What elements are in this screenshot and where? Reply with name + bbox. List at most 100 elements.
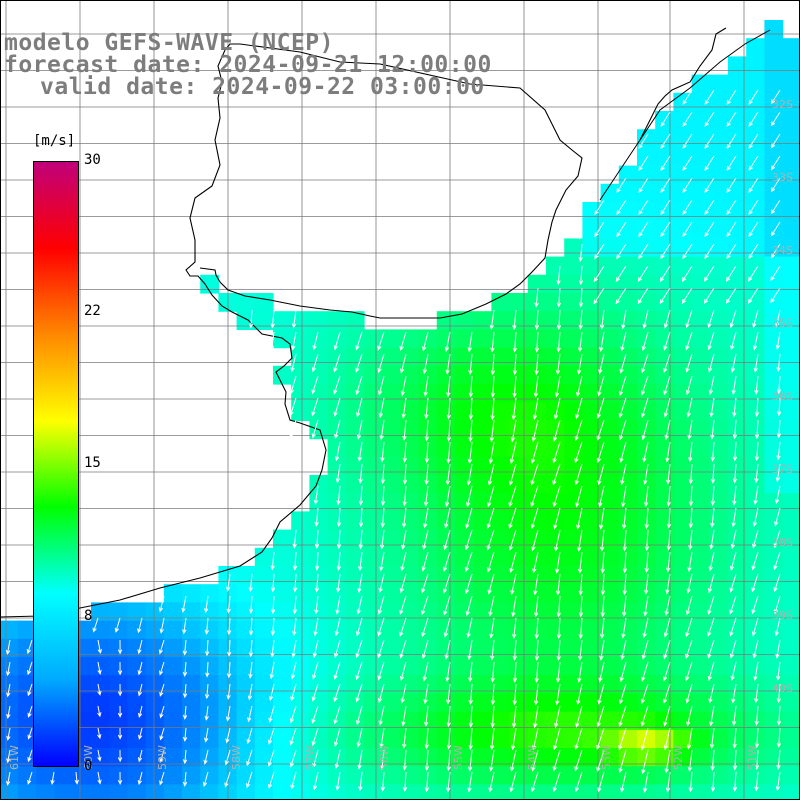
- wind-arrow: [618, 727, 627, 751]
- wind-arrow: [291, 309, 297, 329]
- field-cell: [327, 456, 347, 476]
- field-cell: [418, 729, 438, 749]
- wind-arrow: [754, 771, 759, 792]
- field-cell: [400, 766, 420, 785]
- wind-arrow: [554, 705, 561, 729]
- field-cell: [455, 766, 474, 785]
- wind-arrow: [685, 639, 693, 659]
- wind-arrow: [619, 683, 627, 705]
- wind-arrow: [333, 397, 341, 417]
- field-cell: [709, 74, 729, 94]
- field-cell: [764, 256, 784, 276]
- wind-arrow: [754, 705, 759, 727]
- field-cell: [691, 256, 711, 276]
- wind-arrow: [729, 595, 737, 615]
- field-cell: [473, 420, 492, 440]
- field-cell: [564, 420, 583, 440]
- wind-arrow: [488, 771, 495, 793]
- field-cell: [473, 693, 492, 713]
- field-cell: [327, 529, 347, 549]
- field-cell: [527, 529, 547, 549]
- wind-arrow: [6, 661, 11, 677]
- field-cell: [200, 638, 219, 658]
- field-cell: [618, 566, 638, 585]
- field-cell: [182, 602, 201, 622]
- wind-arrow: [511, 595, 517, 618]
- wind-arrow: [399, 573, 407, 594]
- field-cell: [582, 293, 602, 312]
- wind-arrow: [446, 727, 452, 750]
- field-cell: [728, 547, 747, 567]
- field-cell: [145, 766, 165, 785]
- field-cell: [236, 584, 256, 603]
- wind-arrow: [593, 287, 605, 305]
- wind-arrow: [334, 727, 341, 747]
- field-cell: [418, 547, 438, 567]
- field-cell: [709, 675, 729, 694]
- field-cell: [382, 456, 401, 476]
- field-cell: [309, 657, 329, 676]
- wind-arrow: [596, 419, 605, 441]
- field-cell: [782, 456, 800, 476]
- wind-arrow: [732, 397, 737, 418]
- field-cell: [655, 657, 674, 676]
- field-cell: [637, 384, 656, 403]
- wind-arrow: [292, 617, 297, 637]
- wind-arrow: [599, 507, 605, 530]
- wind-arrow: [642, 309, 649, 330]
- wind-arrow: [703, 265, 715, 282]
- wind-arrow: [490, 375, 496, 398]
- field-cell: [600, 529, 620, 549]
- field-cell: [145, 675, 165, 694]
- field-cell: [782, 729, 800, 749]
- field-cell: [436, 511, 456, 531]
- wind-arrow: [748, 89, 759, 105]
- wind-arrow: [356, 419, 363, 440]
- wind-arrow: [638, 177, 649, 193]
- field-cell: [527, 675, 547, 694]
- field-cell: [691, 493, 711, 512]
- field-cell: [473, 493, 492, 512]
- wind-arrow: [682, 133, 693, 149]
- field-cell: [382, 566, 401, 585]
- wind-arrow: [730, 331, 737, 351]
- field-cell: [382, 402, 401, 421]
- field-cell: [709, 602, 729, 622]
- field-cell: [400, 566, 420, 585]
- wind-arrow: [641, 639, 649, 660]
- field-cell: [491, 566, 511, 585]
- field-cell: [72, 784, 92, 800]
- wind-arrow: [226, 683, 231, 700]
- wind-arrow: [754, 441, 760, 462]
- field-cell: [509, 402, 529, 421]
- field-cell: [764, 493, 784, 512]
- field-cell: [691, 202, 711, 221]
- valid-date: valid date: 2024-09-22 03:00:00: [40, 74, 485, 100]
- field-cell: [728, 657, 747, 676]
- field-cell: [382, 384, 401, 403]
- field-cell: [327, 311, 347, 330]
- wind-arrow: [422, 353, 429, 375]
- wind-arrow: [704, 177, 715, 193]
- wind-arrow: [423, 485, 429, 507]
- field-cell: [655, 311, 674, 330]
- wind-arrow: [664, 749, 671, 774]
- field-cell: [273, 365, 292, 385]
- field-cell: [709, 529, 729, 549]
- field-cell: [564, 711, 583, 731]
- field-cell: [600, 293, 620, 312]
- wind-arrow: [402, 441, 408, 463]
- wind-arrow: [644, 485, 649, 508]
- wind-arrow: [401, 705, 407, 727]
- wind-arrow: [402, 771, 408, 793]
- field-cell: [764, 402, 784, 421]
- wind-arrow: [534, 639, 540, 662]
- wind-arrow: [663, 705, 671, 727]
- wind-arrow: [358, 507, 364, 528]
- field-cell: [709, 766, 729, 785]
- field-cell: [0, 693, 19, 713]
- wind-arrow: [534, 353, 539, 376]
- wind-arrow: [688, 463, 694, 485]
- wind-arrow: [663, 353, 671, 373]
- field-cell: [364, 475, 383, 494]
